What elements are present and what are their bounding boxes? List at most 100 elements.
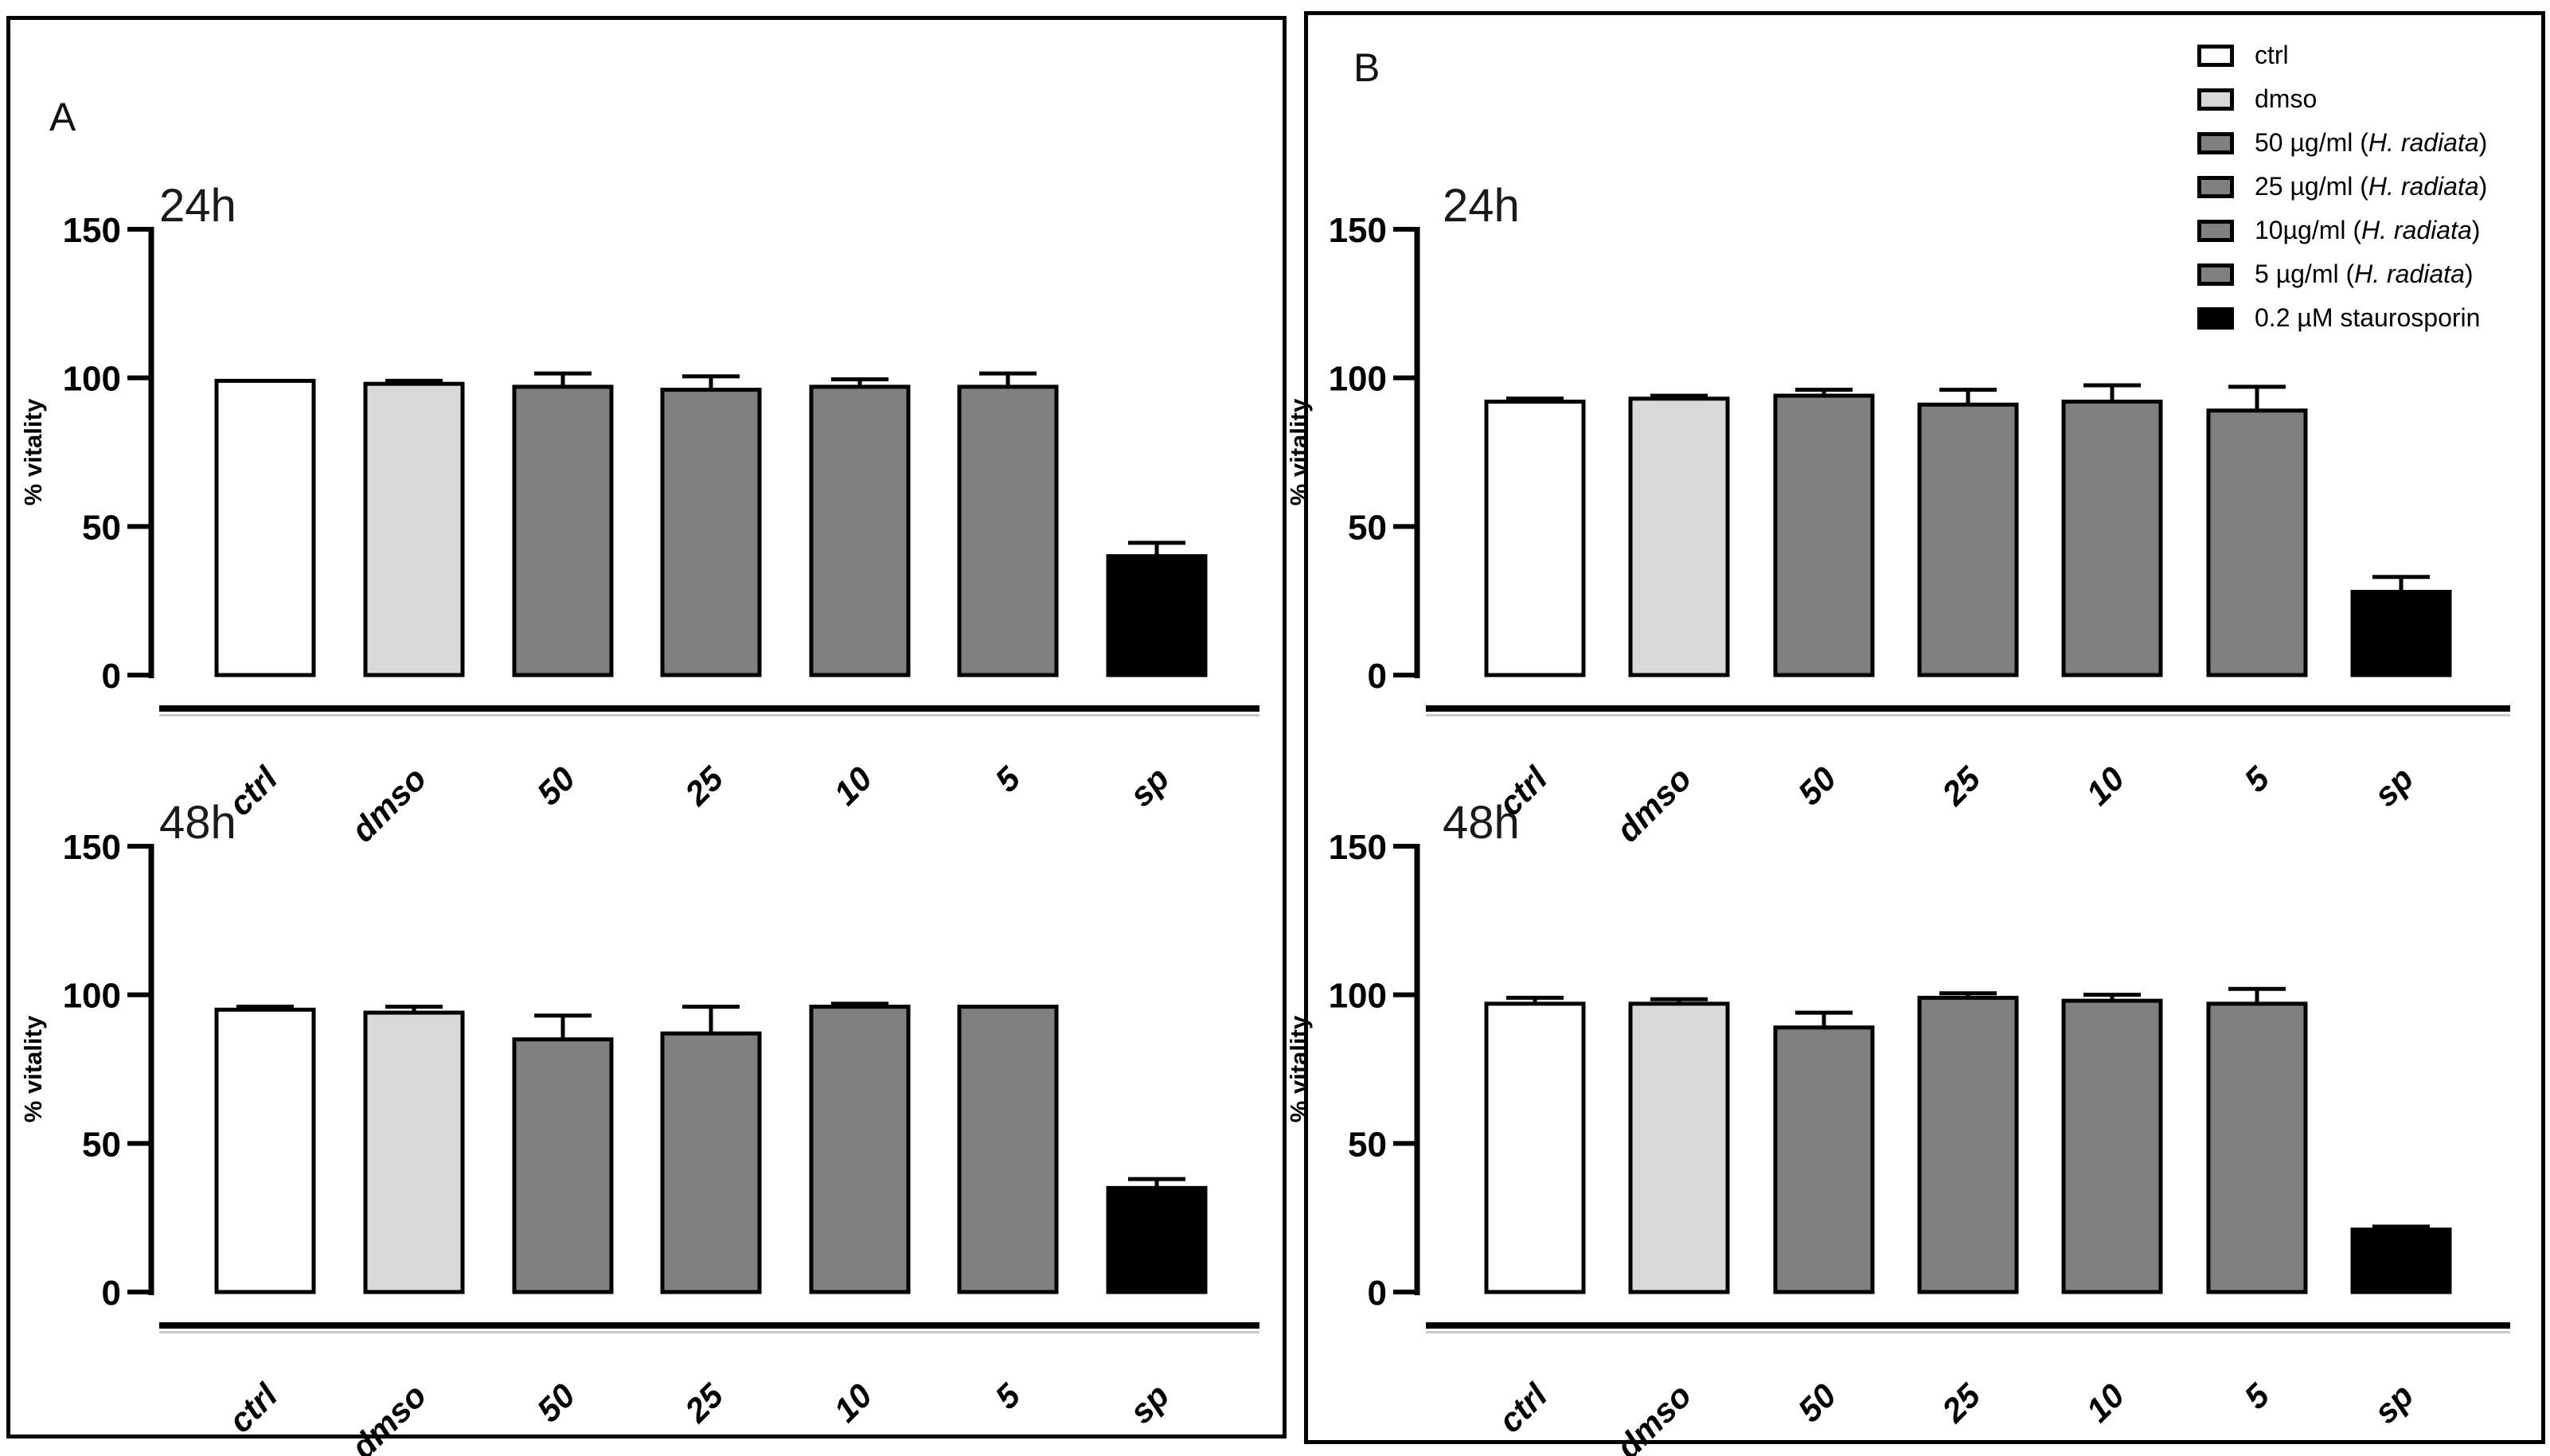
x-category-label: dmso — [1609, 1376, 1698, 1456]
x-category-label: 5 — [2237, 1376, 2277, 1416]
x-category-label: 10 — [826, 1376, 879, 1429]
chart-title: 48h — [1443, 797, 1520, 849]
bar-dmso — [363, 1010, 465, 1294]
y-tick-label: 150 — [1329, 211, 1387, 250]
chart-title: 24h — [159, 180, 236, 232]
x-baseline — [1426, 705, 2510, 712]
x-category-label: dmso — [344, 1376, 433, 1456]
chart-title: 24h — [1443, 180, 1520, 232]
y-tick-label: 100 — [1329, 360, 1387, 399]
bar-dmso — [1628, 1001, 1730, 1294]
x-category-label: ctrl — [1491, 1376, 1555, 1439]
bar-sp — [1106, 1185, 1208, 1294]
y-tick-label: 100 — [63, 360, 121, 399]
x-baseline-shadow — [1426, 1331, 2510, 1333]
bar-ctrl — [214, 1007, 316, 1294]
y-tick-label: 0 — [102, 657, 121, 696]
legend-swatch — [2197, 44, 2234, 67]
y-axis-label: % vitality — [19, 398, 47, 506]
chart-b-48h: 48h % vitality 0 50 100 150 ctrl dmso 50 25 10 5 sp — [1285, 797, 2510, 1456]
bar-50 — [512, 1037, 614, 1294]
bar-25 — [1917, 402, 2019, 677]
legend-label: 0.2 µM staurosporin — [2255, 303, 2481, 332]
legend-swatch — [2197, 131, 2234, 154]
y-tick-label: 100 — [63, 977, 121, 1016]
bar-ctrl — [1484, 1001, 1586, 1294]
chart-title: 48h — [159, 797, 236, 849]
y-tick-label: 50 — [82, 1125, 121, 1164]
y-axis-label: % vitality — [1285, 1015, 1313, 1122]
x-category-label: 5 — [988, 1376, 1028, 1416]
x-baseline-shadow — [159, 714, 1259, 716]
x-category-label: ctrl — [221, 1376, 285, 1439]
bar-25 — [660, 388, 762, 677]
legend: ctrl dmso 50 µg/ml (H. radiata) 25 µg/ml (H… — [2197, 33, 2487, 340]
y-tick-label: 50 — [1348, 1125, 1387, 1164]
bar-5 — [2206, 408, 2308, 677]
bar-10 — [2061, 998, 2163, 1294]
bar-5 — [2206, 1001, 2308, 1294]
chart-a-48h: 48h % vitality 0 50 100 150 ctrl dmso 50 25 10 5 sp — [19, 797, 1259, 1456]
x-baseline-shadow — [159, 1331, 1259, 1333]
legend-entry: ctrl — [2197, 33, 2487, 77]
bar-50 — [1773, 393, 1875, 677]
x-baseline-shadow — [1426, 714, 2510, 716]
legend-swatch — [2197, 306, 2234, 330]
legend-entry: 25 µg/ml (H. radiata) — [2197, 165, 2487, 209]
y-tick-label: 150 — [63, 211, 121, 250]
y-tick-label: 0 — [1368, 1274, 1387, 1313]
bar-10 — [2061, 400, 2163, 677]
legend-entry: 50 µg/ml (H. radiata) — [2197, 121, 2487, 165]
bar-25 — [660, 1031, 762, 1294]
bar-ctrl — [1484, 400, 1586, 677]
bar-50 — [1773, 1025, 1875, 1294]
y-tick-label: 50 — [82, 508, 121, 547]
bar-10 — [809, 1005, 911, 1294]
bar-10 — [809, 384, 911, 677]
legend-entry: dmso — [2197, 77, 2487, 121]
x-category-label: sp — [2366, 1376, 2420, 1431]
legend-swatch — [2197, 175, 2234, 198]
legend-label: 25 µg/ml (H. radiata) — [2255, 172, 2488, 201]
bar-sp — [1106, 554, 1208, 677]
y-tick-label: 150 — [63, 828, 121, 867]
x-category-label: 25 — [677, 1376, 730, 1430]
legend-label: dmso — [2255, 84, 2318, 113]
y-tick-label: 0 — [1368, 657, 1387, 696]
bar-dmso — [363, 381, 465, 677]
bar-dmso — [1628, 396, 1730, 677]
y-tick-label: 150 — [1329, 828, 1387, 867]
bar-sp — [2350, 1228, 2452, 1294]
panel-a-label: A — [49, 95, 76, 139]
y-axis-label: % vitality — [1285, 398, 1313, 506]
y-tick-label: 0 — [102, 1274, 121, 1313]
legend-swatch — [2197, 219, 2234, 242]
y-axis-label: % vitality — [19, 1015, 47, 1122]
bar-25 — [1917, 995, 2019, 1294]
legend-swatch — [2197, 263, 2234, 286]
bar-5 — [957, 1005, 1059, 1294]
x-category-label: 10 — [2079, 1376, 2131, 1429]
legend-label: 5 µg/ml (H. radiata) — [2255, 260, 2474, 288]
legend-label: ctrl — [2255, 41, 2289, 69]
y-tick-label: 50 — [1348, 508, 1387, 547]
bar-50 — [512, 384, 614, 677]
x-category-label: 50 — [529, 1376, 582, 1429]
x-category-label: sp — [1122, 1376, 1176, 1431]
x-baseline — [159, 1322, 1259, 1329]
x-baseline — [159, 705, 1259, 712]
legend-entry: 10µg/ml (H. radiata) — [2197, 209, 2487, 252]
legend-swatch — [2197, 88, 2234, 111]
panel-b-label: B — [1353, 45, 1380, 90]
legend-entry: 5 µg/ml (H. radiata) — [2197, 252, 2487, 296]
bar-5 — [957, 384, 1059, 677]
legend-entry: 0.2 µM staurosporin — [2197, 296, 2487, 340]
bar-ctrl — [214, 378, 316, 677]
y-tick-label: 100 — [1329, 977, 1387, 1016]
legend-label: 50 µg/ml (H. radiata) — [2255, 128, 2488, 157]
x-category-label: 50 — [1790, 1376, 1843, 1429]
legend-label: 10µg/ml (H. radiata) — [2255, 216, 2481, 244]
